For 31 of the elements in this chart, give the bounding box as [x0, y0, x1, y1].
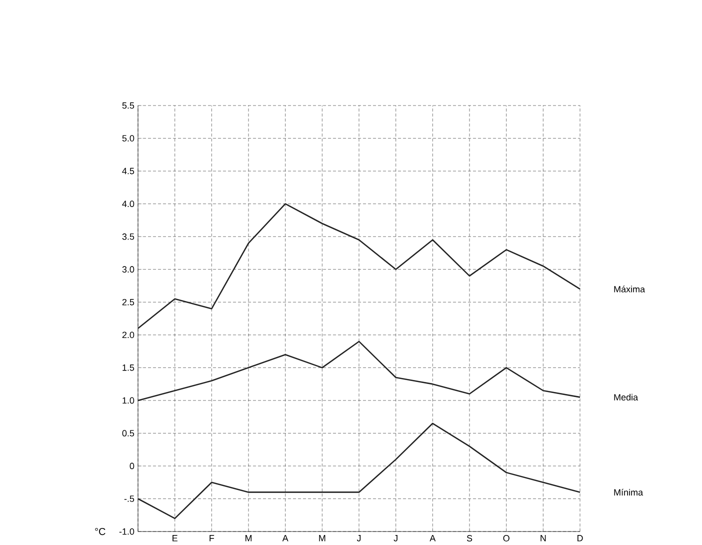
y-tick-label: 1.5: [122, 364, 134, 371]
y-tick-label: 2.0: [122, 332, 134, 338]
x-tick-label: A: [430, 535, 436, 542]
y-tick-label: 2.5: [122, 299, 134, 306]
y-tick-label: 0.5: [122, 430, 134, 437]
x-tick-label: M: [319, 535, 326, 542]
y-tick-label: 4.5: [122, 168, 134, 174]
x-tick-label: D: [577, 535, 583, 542]
text: Media: [614, 394, 638, 401]
x-tick-label: S: [466, 535, 472, 542]
y-tick-label: 5.5: [122, 102, 134, 109]
x-tick-label: J: [394, 535, 398, 542]
y-axis-title: °C: [95, 528, 106, 536]
y-tick-label: 1.0: [122, 397, 134, 404]
y-tick-label: 3.0: [122, 266, 134, 273]
x-tick-label: M: [245, 535, 252, 542]
y-tick-label: 4.0: [122, 200, 134, 208]
line-series: [137, 203, 581, 330]
x-tick-label: N: [540, 535, 546, 542]
text: Máxima: [614, 286, 646, 293]
x-tick-label: F: [210, 535, 214, 542]
y-tick-label: 5.0: [122, 135, 134, 142]
x-tick-label: J: [356, 535, 361, 542]
y-tick-label: 0: [130, 462, 134, 470]
x-tick-label: O: [503, 535, 510, 542]
y-tick-label: -1.0: [119, 528, 134, 535]
x-tick-label: E: [172, 535, 178, 542]
text: Mínima: [614, 488, 644, 496]
y-tick-label: 3.5: [122, 234, 134, 240]
y-tick-label: -.5: [124, 496, 134, 502]
x-tick-label: A: [282, 535, 288, 542]
